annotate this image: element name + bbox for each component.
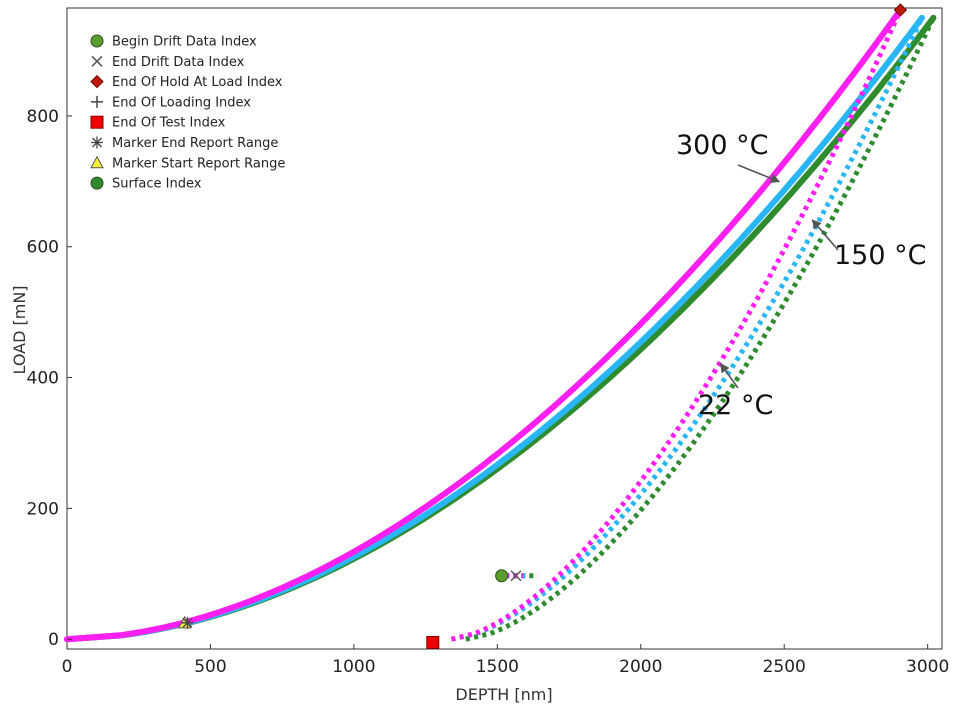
legend-marker-circle-shape xyxy=(90,176,104,190)
plot-frame xyxy=(66,7,943,650)
x-tick-label: 0 xyxy=(62,657,73,677)
legend-label: End Of Loading Index xyxy=(112,95,251,110)
y-tick-label: 800 xyxy=(27,107,59,127)
marker-diamond xyxy=(893,3,908,17)
legend-item: End Drift Data Index xyxy=(91,55,245,70)
annotation-label-1: 150 °C xyxy=(834,240,926,271)
annotation-arrow-2 xyxy=(719,362,739,389)
legend-marker-plus-shape xyxy=(91,95,103,108)
legend-item: End Of Hold At Load Index xyxy=(90,74,283,90)
legend-label: End Of Hold At Load Index xyxy=(112,75,283,90)
legend-marker-asterisk-shape xyxy=(91,136,103,149)
marker-asterisk xyxy=(181,616,194,629)
marker-square-shape xyxy=(426,635,440,649)
tick-layer: 0 500 1000 1500 2000 2500 3000 0 200 400 600 800 xyxy=(27,107,950,677)
legend-item: End Of Loading Index xyxy=(91,95,251,110)
x-tick-label: 1000 xyxy=(332,657,375,677)
marker-square xyxy=(426,635,440,649)
legend-label: End Drift Data Index xyxy=(112,55,245,70)
marker-x-shape xyxy=(510,570,522,582)
unloading-curve-2 xyxy=(450,8,903,642)
legend-marker-triangle-shape xyxy=(90,155,104,169)
legend-label: Marker End Report Range xyxy=(112,136,278,151)
legend-marker-plus xyxy=(91,95,103,108)
x-tick-label: 3000 xyxy=(906,657,949,677)
legend-marker-diamond xyxy=(90,74,104,89)
legend-marker-circle xyxy=(90,34,104,48)
y-tick-label: 0 xyxy=(48,630,59,650)
legend-item: End Of Test Index xyxy=(90,115,226,131)
loading-curve-1 xyxy=(64,14,925,643)
annotation-arrow-1 xyxy=(811,219,839,251)
legend-label: Surface Index xyxy=(112,177,202,192)
legend-item: Begin Drift Data Index xyxy=(90,34,257,50)
legend: Begin Drift Data Index End Drift Data Ind… xyxy=(90,34,285,192)
legend-marker-triangle xyxy=(90,155,104,169)
legend-marker-asterisk xyxy=(91,136,103,149)
legend-marker-square-shape xyxy=(90,115,104,129)
legend-marker-x xyxy=(91,55,103,67)
annotation-label-0: 300 °C xyxy=(676,130,768,161)
loading-curve-2 xyxy=(64,7,904,643)
marker-diamond-shape xyxy=(893,3,908,17)
annotation-arrow-0 xyxy=(737,164,781,183)
marker-circle-shape xyxy=(495,569,509,583)
legend-marker-circle-shape xyxy=(90,34,104,48)
legend-item: Marker Start Report Range xyxy=(90,155,285,171)
x-tick-label: 2500 xyxy=(763,657,806,677)
legend-item: Marker End Report Range xyxy=(91,136,278,151)
legend-marker-x-shape xyxy=(91,55,103,67)
marker-x xyxy=(510,570,522,582)
annotation-layer: 300 °C 150 °C 22 °C xyxy=(676,130,926,421)
unloading-curve-0 xyxy=(465,16,936,642)
marker-layer xyxy=(177,3,908,649)
legend-label: Begin Drift Data Index xyxy=(112,35,257,50)
legend-item: Surface Index xyxy=(90,176,202,192)
annotation-label-2: 22 °C xyxy=(698,390,773,421)
x-tick-label: 1500 xyxy=(476,657,519,677)
y-tick-label: 200 xyxy=(27,499,59,519)
x-tick-label: 500 xyxy=(194,657,226,677)
y-tick-label: 600 xyxy=(27,238,59,258)
marker-asterisk-shape xyxy=(181,616,194,629)
series-layer xyxy=(64,7,937,643)
legend-marker-circle xyxy=(90,176,104,190)
legend-marker-diamond-shape xyxy=(90,74,104,89)
y-tick-label: 400 xyxy=(27,369,59,389)
x-tick-label: 2000 xyxy=(619,657,662,677)
legend-label: End Of Test Index xyxy=(112,116,226,131)
unloading-curve-1 xyxy=(450,16,925,642)
y-axis-title: LOAD [mN] xyxy=(10,285,29,374)
x-axis-title: DEPTH [nm] xyxy=(455,685,552,704)
legend-marker-square xyxy=(90,115,104,129)
marker-circle xyxy=(495,569,509,583)
legend-label: Marker Start Report Range xyxy=(112,156,285,171)
